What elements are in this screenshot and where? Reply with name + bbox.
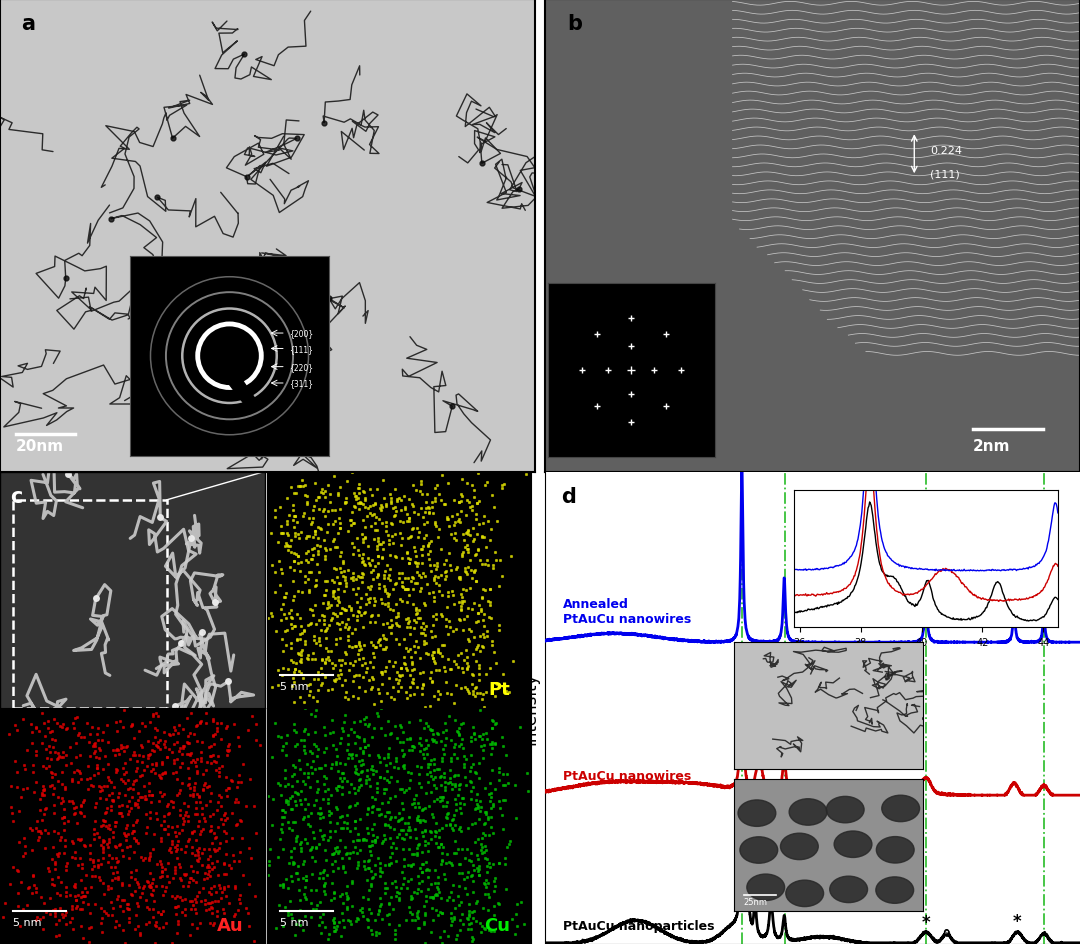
Circle shape xyxy=(747,874,785,901)
Text: *: * xyxy=(1013,912,1022,930)
Text: 2nm: 2nm xyxy=(973,438,1011,453)
Text: c: c xyxy=(11,486,23,506)
Text: *: * xyxy=(752,889,760,907)
Text: $\otimes$: $\otimes$ xyxy=(942,927,951,937)
Circle shape xyxy=(740,837,778,864)
Text: *: * xyxy=(921,913,930,931)
Text: Cu: Cu xyxy=(484,916,510,934)
Circle shape xyxy=(789,799,827,825)
Polygon shape xyxy=(213,352,257,409)
Ellipse shape xyxy=(945,930,949,935)
Circle shape xyxy=(738,801,775,827)
Text: 5 nm: 5 nm xyxy=(13,918,42,927)
Text: *: * xyxy=(738,822,746,840)
Text: b: b xyxy=(567,14,582,34)
Text: a: a xyxy=(22,14,36,34)
Circle shape xyxy=(781,834,819,860)
Text: $\otimes$: $\otimes$ xyxy=(767,896,775,907)
Text: Au: Au xyxy=(217,916,243,934)
Text: 5 nm: 5 nm xyxy=(280,682,309,691)
Text: Pt: Pt xyxy=(488,680,510,698)
Text: {220}: {220} xyxy=(288,362,312,372)
Text: (111): (111) xyxy=(930,170,960,179)
Text: d: d xyxy=(562,486,577,506)
Ellipse shape xyxy=(757,764,761,768)
Text: Annealed
PtAuCu nanowires: Annealed PtAuCu nanowires xyxy=(563,598,691,626)
Circle shape xyxy=(876,836,914,863)
Circle shape xyxy=(826,797,864,823)
Text: $\otimes$: $\otimes$ xyxy=(755,760,764,771)
Text: {311}: {311} xyxy=(288,379,312,388)
Circle shape xyxy=(881,796,919,822)
Text: 10 nm: 10 nm xyxy=(13,915,49,925)
Text: 0.224: 0.224 xyxy=(930,146,962,156)
Ellipse shape xyxy=(769,899,773,904)
Circle shape xyxy=(786,880,824,906)
Circle shape xyxy=(876,877,914,903)
Circle shape xyxy=(834,831,872,857)
Text: PtAuCu nanoparticles: PtAuCu nanoparticles xyxy=(563,919,714,933)
Bar xyxy=(13,500,166,708)
Text: 25nm: 25nm xyxy=(744,898,768,906)
Text: {200}: {200} xyxy=(288,329,313,338)
Text: 5 nm: 5 nm xyxy=(280,918,309,927)
Y-axis label: Intensity: Intensity xyxy=(522,672,540,744)
Circle shape xyxy=(829,876,867,902)
Text: {111}: {111} xyxy=(288,345,312,354)
Text: PtAuCu nanowires: PtAuCu nanowires xyxy=(563,769,691,783)
Text: 20nm: 20nm xyxy=(16,438,64,453)
